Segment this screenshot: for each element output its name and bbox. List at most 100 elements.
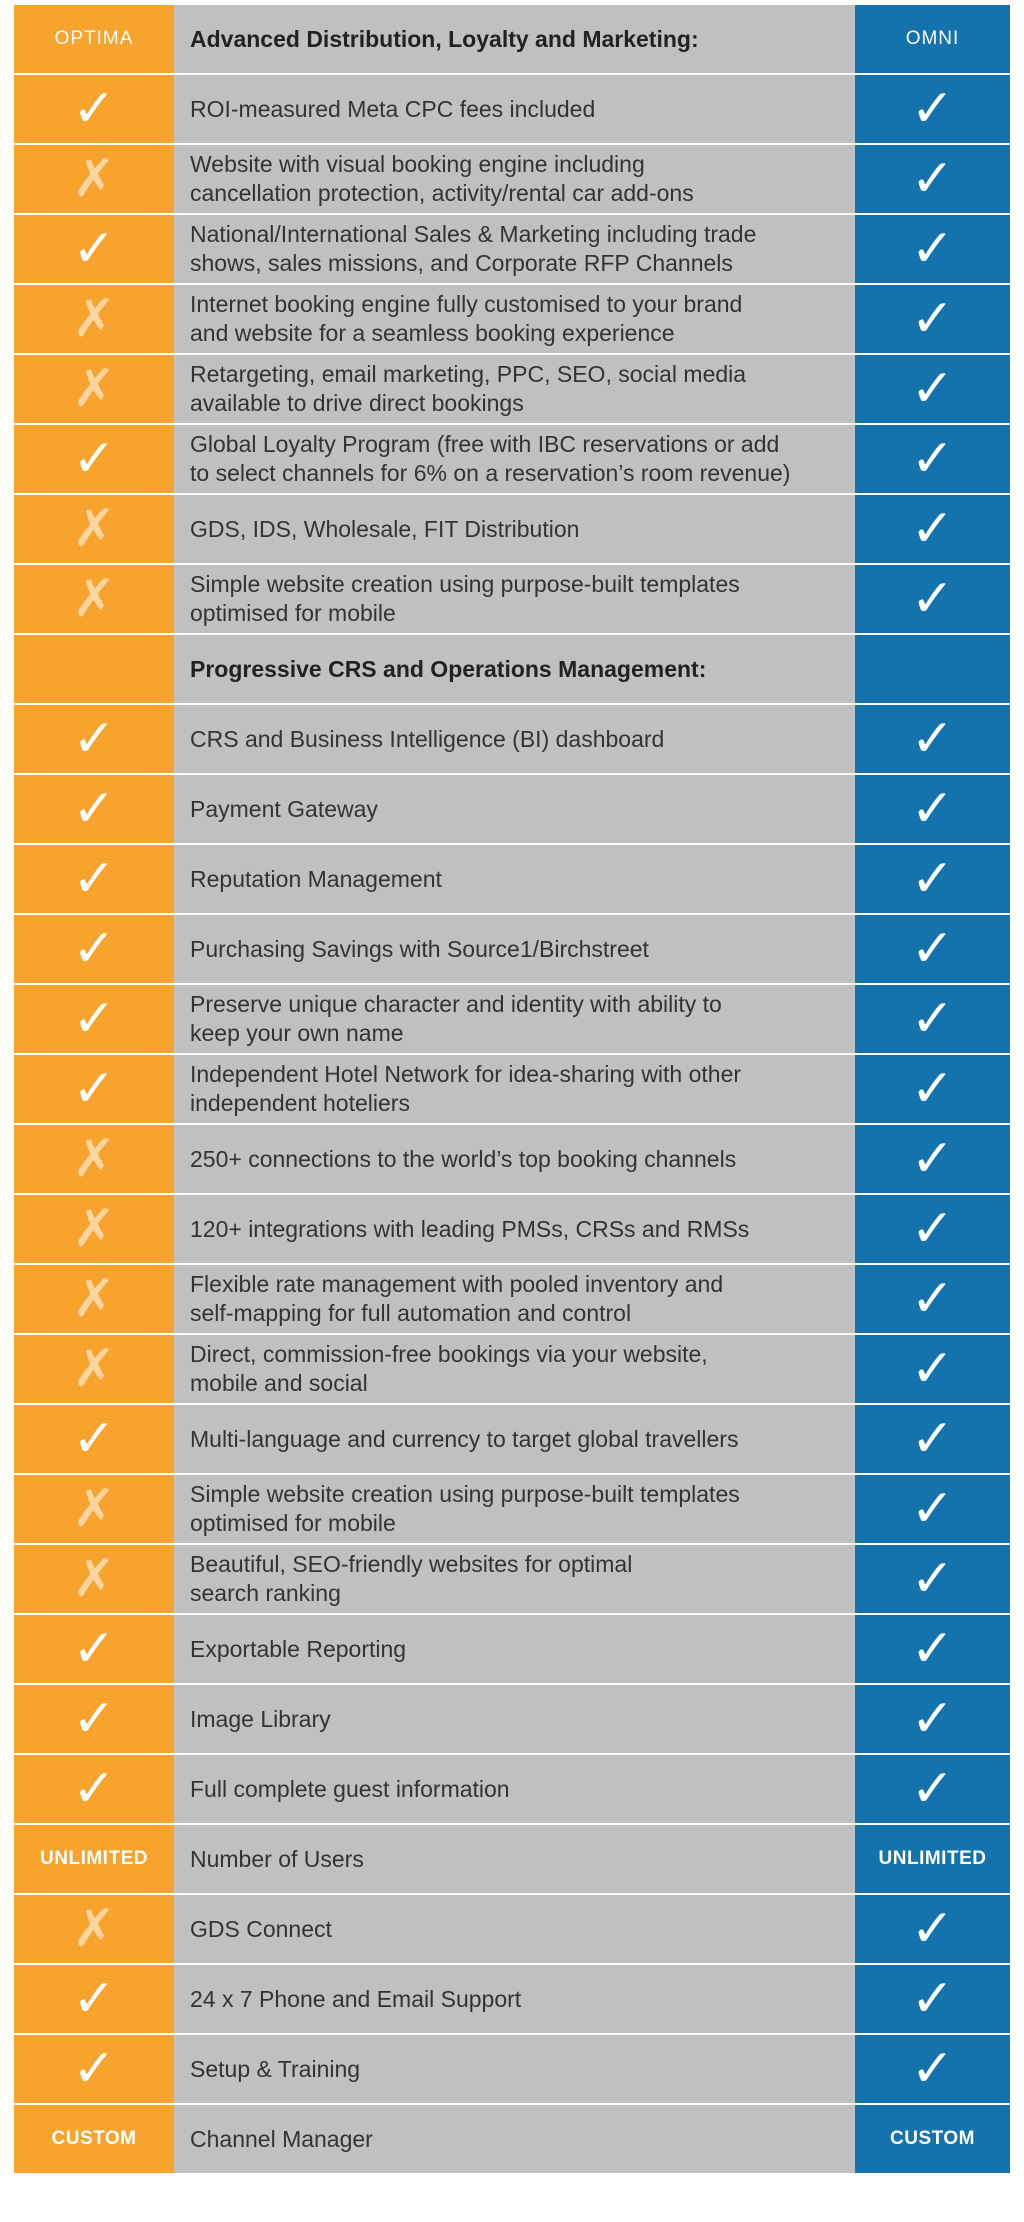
section-title: Progressive CRS and Operations Managemen… xyxy=(174,635,855,703)
omni-cell: ✓ xyxy=(855,845,1010,913)
feature-cell: Channel Manager xyxy=(174,2105,855,2173)
omni-cell: ✓ xyxy=(855,1755,1010,1823)
check-icon: ✓ xyxy=(72,2039,116,2099)
optima-cell: CUSTOM xyxy=(14,2105,174,2173)
check-icon: ✓ xyxy=(72,429,116,489)
omni-cell: ✓ xyxy=(855,1195,1010,1263)
check-icon: ✓ xyxy=(72,709,116,769)
check-icon: ✓ xyxy=(910,219,955,279)
omni-column-header: OMNI xyxy=(855,5,1010,73)
table-row: ✓ Full complete guest information ✓ xyxy=(14,1755,1010,1825)
table-row: ✓ Global Loyalty Program (free with IBC r… xyxy=(14,425,1010,495)
optima-cell: ✗ xyxy=(14,145,174,213)
table-header-row: OPTIMA Advanced Distribution, Loyalty an… xyxy=(14,5,1010,75)
feature-label: Full complete guest information xyxy=(190,1775,510,1802)
optima-cell: ✓ xyxy=(14,1615,174,1683)
optima-cell: ✗ xyxy=(14,565,174,633)
omni-cell: ✓ xyxy=(855,1895,1010,1963)
table-row: ✓ Independent Hotel Network for idea-shar… xyxy=(14,1055,1010,1125)
feature-label: Beautiful, SEO-friendly websites for opt… xyxy=(190,1551,633,1606)
feature-cell: 250+ connections to the world’s top book… xyxy=(174,1125,855,1193)
feature-label: Simple website creation using purpose-bu… xyxy=(190,1481,740,1536)
optima-cell: ✗ xyxy=(14,1545,174,1613)
omni-value-label: UNLIMITED xyxy=(878,1848,987,1869)
feature-label: Number of Users xyxy=(190,1845,364,1872)
omni-cell: UNLIMITED xyxy=(855,1825,1010,1893)
section-title-text: Advanced Distribution, Loyalty and Marke… xyxy=(190,25,699,52)
omni-cell: ✓ xyxy=(855,1685,1010,1753)
cross-icon: ✗ xyxy=(72,569,116,629)
feature-cell: Exportable Reporting xyxy=(174,1615,855,1683)
feature-cell: Direct, commission-free bookings via you… xyxy=(174,1335,855,1403)
check-icon: ✓ xyxy=(72,1689,116,1749)
optima-cell: ✓ xyxy=(14,775,174,843)
feature-label: 24 x 7 Phone and Email Support xyxy=(190,1985,522,2012)
feature-cell: Setup & Training xyxy=(174,2035,855,2103)
omni-cell: ✓ xyxy=(855,1475,1010,1543)
optima-cell: ✓ xyxy=(14,1965,174,2033)
feature-cell: Simple website creation using purpose-bu… xyxy=(174,1475,855,1543)
feature-label: Purchasing Savings with Source1/Birchstr… xyxy=(190,935,649,962)
check-icon: ✓ xyxy=(910,1759,955,1819)
optima-value-label: UNLIMITED xyxy=(40,1848,148,1869)
table-row: ✗ Flexible rate management with pooled in… xyxy=(14,1265,1010,1335)
omni-cell: ✓ xyxy=(855,1125,1010,1193)
table-row: ✗ GDS Connect ✓ xyxy=(14,1895,1010,1965)
feature-cell: Independent Hotel Network for idea-shari… xyxy=(174,1055,855,1123)
table-row: ✓ National/International Sales & Marketin… xyxy=(14,215,1010,285)
check-icon: ✓ xyxy=(910,2039,955,2099)
table-row: ✓ Reputation Management ✓ xyxy=(14,845,1010,915)
feature-label: Flexible rate management with pooled inv… xyxy=(190,1271,724,1326)
check-icon: ✓ xyxy=(910,1619,955,1679)
table-row: ✓ 24 x 7 Phone and Email Support ✓ xyxy=(14,1965,1010,2035)
feature-label: GDS Connect xyxy=(190,1915,332,1942)
table-row: ✗ Simple website creation using purpose-b… xyxy=(14,1475,1010,1545)
check-icon: ✓ xyxy=(72,1759,116,1819)
check-icon: ✓ xyxy=(910,569,955,629)
optima-cell: ✗ xyxy=(14,285,174,353)
feature-label: 250+ connections to the world’s top book… xyxy=(190,1145,737,1172)
feature-label: Direct, commission-free bookings via you… xyxy=(190,1341,708,1396)
table-row: ✗ Retargeting, email marketing, PPC, SEO,… xyxy=(14,355,1010,425)
table-row: ✓ Image Library ✓ xyxy=(14,1685,1010,1755)
cross-icon: ✗ xyxy=(72,1479,116,1539)
table-row: ✗ Website with visual booking engine incl… xyxy=(14,145,1010,215)
optima-cell: ✓ xyxy=(14,705,174,773)
feature-label: CRS and Business Intelligence (BI) dashb… xyxy=(190,725,665,752)
feature-label: Reputation Management xyxy=(190,865,442,892)
check-icon: ✓ xyxy=(910,779,955,839)
optima-cell: ✓ xyxy=(14,215,174,283)
optima-cell: ✓ xyxy=(14,1685,174,1753)
omni-cell: ✓ xyxy=(855,495,1010,563)
table-row: ✓ Exportable Reporting ✓ xyxy=(14,1615,1010,1685)
feature-label: Payment Gateway xyxy=(190,795,378,822)
feature-cell: Website with visual booking engine inclu… xyxy=(174,145,855,213)
feature-cell: Internet booking engine fully customised… xyxy=(174,285,855,353)
omni-cell: ✓ xyxy=(855,1615,1010,1683)
cross-icon: ✗ xyxy=(72,289,116,349)
feature-cell: Number of Users xyxy=(174,1825,855,1893)
cross-icon: ✗ xyxy=(72,499,116,559)
omni-cell: ✓ xyxy=(855,1405,1010,1473)
omni-cell: ✓ xyxy=(855,1265,1010,1333)
feature-label: Preserve unique character and identity w… xyxy=(190,991,722,1046)
table-row: ✓ CRS and Business Intelligence (BI) dash… xyxy=(14,705,1010,775)
section-row: Progressive CRS and Operations Managemen… xyxy=(14,635,1010,705)
check-icon: ✓ xyxy=(72,1059,116,1119)
optima-cell: UNLIMITED xyxy=(14,1825,174,1893)
cross-icon: ✗ xyxy=(72,1129,116,1189)
feature-cell: Multi-language and currency to target gl… xyxy=(174,1405,855,1473)
optima-cell: ✓ xyxy=(14,75,174,143)
check-icon: ✓ xyxy=(910,1129,955,1189)
table-row: UNLIMITED Number of Users UNLIMITED xyxy=(14,1825,1010,1895)
cross-icon: ✗ xyxy=(72,1549,116,1609)
optima-cell: ✗ xyxy=(14,495,174,563)
optima-cell xyxy=(14,635,174,703)
optima-cell: ✗ xyxy=(14,1335,174,1403)
table-row: ✓ ROI-measured Meta CPC fees included ✓ xyxy=(14,75,1010,145)
check-icon: ✓ xyxy=(910,499,955,559)
table-row: ✗ Beautiful, SEO-friendly websites for op… xyxy=(14,1545,1010,1615)
table-row: ✗ 120+ integrations with leading PMSs, CR… xyxy=(14,1195,1010,1265)
omni-cell: ✓ xyxy=(855,1545,1010,1613)
feature-cell: Reputation Management xyxy=(174,845,855,913)
